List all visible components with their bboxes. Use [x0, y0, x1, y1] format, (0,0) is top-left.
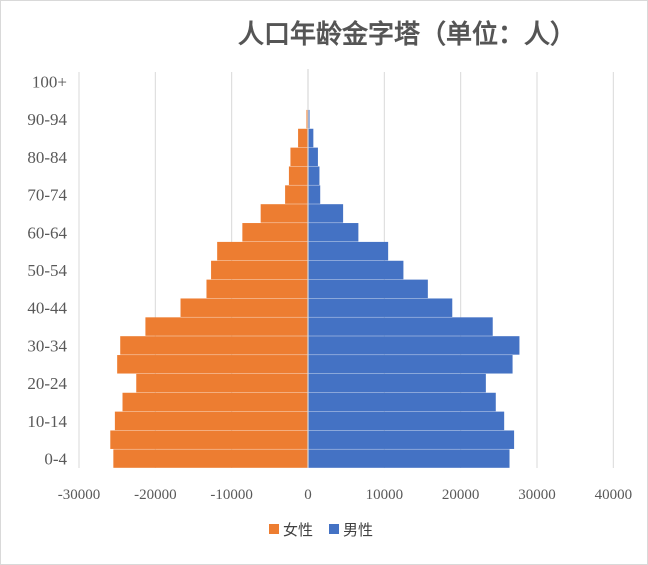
y-tick-label: 10-14 — [27, 412, 67, 431]
x-tick-label: -30000 — [58, 487, 101, 503]
male-bar-75-79 — [308, 166, 320, 185]
male-bar-65-69 — [308, 204, 344, 223]
x-tick-label: -20000 — [134, 487, 177, 503]
y-tick-label: 30-34 — [27, 336, 67, 355]
female-bar-50-54 — [211, 260, 308, 280]
male-bar-90-94 — [308, 109, 310, 129]
y-tick-label: 100+ — [32, 72, 67, 91]
female-bar-90-94 — [306, 109, 308, 129]
female-bar-10-14 — [114, 411, 308, 431]
y-tick-label: 50-54 — [27, 261, 67, 280]
female-bar-55-59 — [217, 241, 308, 261]
legend-swatch-male — [329, 524, 339, 534]
y-tick-label: 40-44 — [27, 299, 67, 318]
y-tick-label: 90-94 — [27, 110, 67, 129]
male-bar-80-84 — [308, 147, 318, 167]
male-bar-40-44 — [308, 298, 453, 317]
legend-label-male: 男性 — [343, 521, 373, 539]
male-bar-30-34 — [308, 336, 520, 355]
bars — [110, 109, 520, 468]
male-bar-5-9 — [308, 430, 515, 449]
female-bar-70-74 — [285, 185, 308, 204]
y-tick-label: 70-74 — [27, 186, 67, 205]
female-bar-20-24 — [136, 373, 308, 393]
y-tick-labels: 0-4 10-14 20-24 30-34 40-44 50-54 60-64 70-74 80… — [27, 72, 67, 468]
legend: 女性 男性 — [269, 521, 373, 539]
male-bar-35-39 — [308, 317, 493, 336]
y-tick-label: 0-4 — [44, 450, 67, 469]
female-bar-15-19 — [122, 392, 308, 412]
female-bar-5-9 — [110, 430, 309, 449]
legend-label-female: 女性 — [283, 521, 313, 539]
male-bar-50-54 — [308, 260, 404, 280]
female-bar-75-79 — [288, 166, 308, 185]
chart-title: 人口年龄金字塔（单位：人） — [238, 19, 576, 50]
x-tick-labels: -30000 -20000 -10000 0 10000 20000 30000 40000 — [58, 487, 632, 503]
female-bar-30-34 — [120, 336, 308, 355]
x-tick-label: 30000 — [518, 487, 556, 503]
female-bar-60-64 — [242, 223, 308, 242]
female-bar-40-44 — [180, 298, 308, 317]
male-bar-45-49 — [308, 279, 428, 299]
male-bar-20-24 — [308, 373, 486, 393]
female-bar-25-29 — [117, 355, 309, 374]
female-bar-35-39 — [145, 317, 308, 336]
legend-swatch-female — [269, 524, 279, 534]
female-bar-85-89 — [298, 128, 308, 148]
male-bar-25-29 — [308, 355, 513, 374]
male-bar-0-4 — [308, 449, 510, 468]
male-bar-10-14 — [308, 411, 505, 431]
x-tick-label: 0 — [304, 487, 312, 503]
y-tick-label: 20-24 — [27, 374, 67, 393]
female-bar-0-4 — [113, 449, 308, 468]
x-tick-label: 10000 — [366, 487, 404, 503]
male-bar-55-59 — [308, 241, 389, 261]
female-bar-65-69 — [260, 204, 308, 223]
male-bar-60-64 — [308, 223, 359, 242]
male-bar-70-74 — [308, 185, 321, 204]
female-bar-45-49 — [206, 279, 308, 299]
y-tick-label: 60-64 — [27, 223, 67, 242]
female-bar-80-84 — [290, 147, 308, 167]
x-tick-label: -10000 — [210, 487, 253, 503]
y-tick-label: 80-84 — [27, 148, 67, 167]
x-tick-label: 40000 — [595, 487, 633, 503]
male-bar-85-89 — [308, 128, 314, 148]
x-tick-label: 20000 — [442, 487, 480, 503]
male-bar-15-19 — [308, 392, 496, 412]
